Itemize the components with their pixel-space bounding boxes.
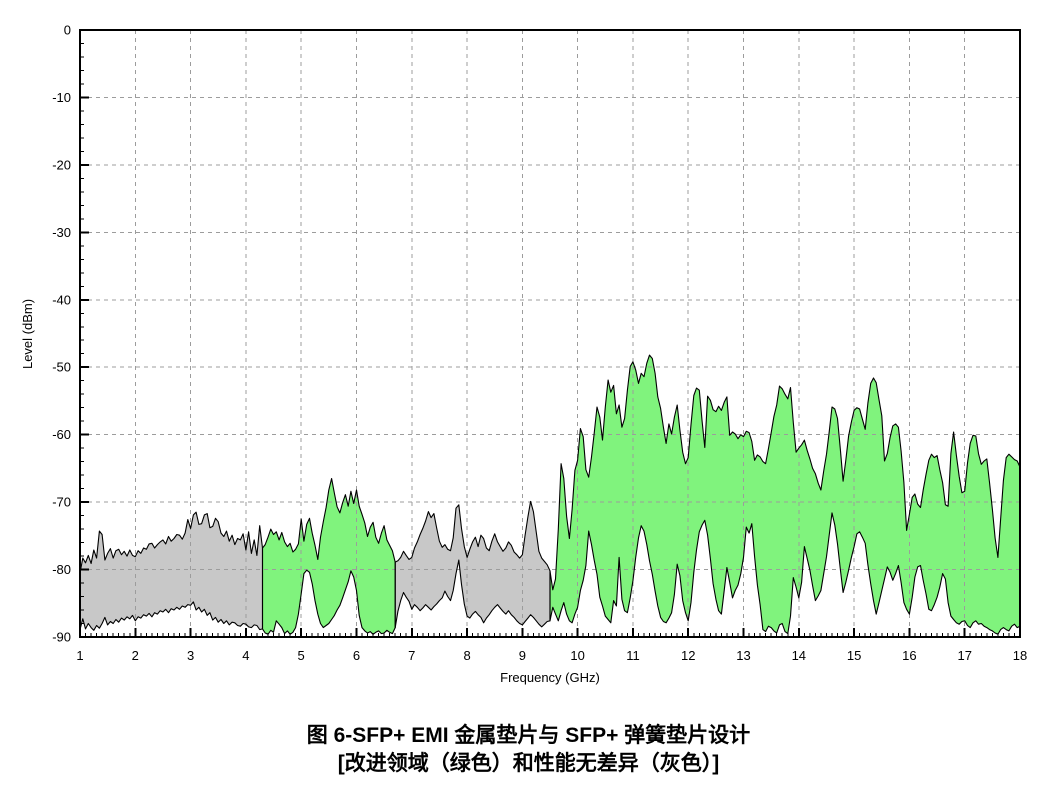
caption-line-1: 图 6-SFP+ EMI 金属垫片与 SFP+ 弹簧垫片设计 [306, 724, 751, 747]
y-tick-label: 0 [64, 23, 71, 38]
x-tick-label: 1 [76, 648, 83, 663]
x-tick-label: 2 [132, 648, 139, 663]
gridlines [80, 30, 1020, 637]
y-tick-label: -50 [52, 360, 71, 375]
x-tick-label: 9 [519, 648, 526, 663]
x-tick-label: 4 [242, 648, 249, 663]
x-tick-label: 5 [298, 648, 305, 663]
y-tick-label: -60 [52, 427, 71, 442]
x-tick-label: 6 [353, 648, 360, 663]
figure-caption: 图 6-SFP+ EMI 金属垫片与 SFP+ 弹簧垫片设计 [改进领域（绿色）… [0, 722, 1057, 778]
x-tick-label: 11 [626, 648, 640, 663]
x-tick-label: 3 [187, 648, 194, 663]
y-axis-title: Level (dBm) [20, 299, 35, 369]
x-tick-label: 14 [792, 648, 806, 663]
x-tick-label: 7 [408, 648, 415, 663]
band-fill [550, 355, 1020, 635]
x-tick-label: 8 [463, 648, 470, 663]
y-tick-label: -30 [52, 225, 71, 240]
axis-ticks [79, 29, 1021, 638]
x-tick-label: 15 [847, 648, 861, 663]
y-tick-label: -90 [52, 630, 71, 645]
x-tick-label: 12 [681, 648, 695, 663]
emi-spectrum-chart: 1 2 3 4 5 6 7 8 9 10 11 12 13 14 15 16 17 18 0-10-20-30-4… [20, 23, 1027, 686]
y-tick-label: -80 [52, 562, 71, 577]
y-tick-label: -40 [52, 292, 71, 307]
x-axis-title: Frequency (GHz) [500, 670, 600, 685]
x-tick-labels: 1 2 3 4 5 6 7 8 9 10 11 12 13 14 15 16 17 18 [76, 648, 1027, 663]
x-tick-label: 16 [902, 648, 916, 663]
band-regions [80, 355, 1020, 635]
band-fill [80, 512, 263, 631]
y-tick-label: -10 [52, 90, 71, 105]
x-tick-label: 17 [957, 648, 971, 663]
x-tick-label: 13 [736, 648, 750, 663]
band-fill [395, 501, 550, 628]
caption-line-2: [改进领域（绿色）和性能无差异（灰色）] [337, 752, 720, 775]
y-tick-labels: 0 -10 -20 -30 -40 -50 -60 -70 -80 -90 [52, 23, 71, 645]
y-tick-label: -70 [52, 495, 71, 510]
y-tick-label: -20 [52, 157, 71, 172]
x-tick-label: 18 [1013, 648, 1027, 663]
x-tick-label: 10 [570, 648, 584, 663]
band-fill [262, 478, 396, 635]
